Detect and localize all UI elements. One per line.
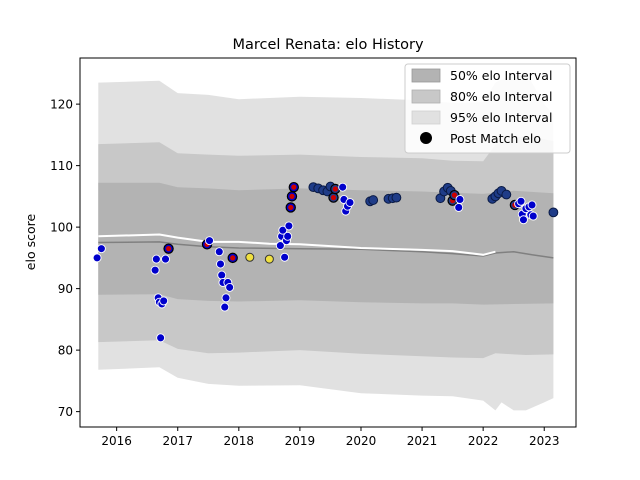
- x-tick-label: 2016: [101, 434, 132, 448]
- x-tick-label: 2018: [224, 434, 255, 448]
- post-match-point: [156, 333, 166, 343]
- post-match-point: [264, 254, 274, 264]
- post-match-point: [217, 270, 227, 280]
- post-match-point: [225, 282, 235, 292]
- post-match-point-ring: [330, 195, 337, 201]
- post-match-point: [150, 265, 160, 275]
- post-match-point: [548, 207, 559, 218]
- post-match-point: [159, 296, 169, 306]
- post-match-point: [528, 211, 538, 221]
- post-match-point: [283, 231, 293, 241]
- post-match-point: [278, 225, 288, 235]
- x-tick-label: 2021: [407, 434, 438, 448]
- legend-swatch-50: [411, 68, 441, 83]
- y-tick-label: 70: [58, 405, 73, 419]
- post-match-point: [92, 253, 102, 263]
- post-match-point: [280, 252, 290, 262]
- x-tick-label: 2020: [346, 434, 377, 448]
- post-match-point: [151, 254, 161, 264]
- post-match-point: [284, 221, 294, 231]
- y-tick-label: 90: [58, 282, 73, 296]
- post-match-point: [275, 241, 285, 251]
- legend-swatch-95: [411, 110, 441, 125]
- post-match-point-ring: [230, 255, 236, 261]
- post-match-point: [455, 194, 465, 204]
- post-match-point: [221, 293, 231, 303]
- post-match-point: [161, 254, 170, 264]
- legend: 50% elo Interval 80% elo Interval 95% el…: [404, 63, 571, 154]
- legend-label-50: 50% elo Interval: [450, 68, 552, 83]
- post-match-point-ring: [451, 192, 458, 198]
- post-match-point: [368, 195, 379, 205]
- y-tick-label: 120: [50, 98, 73, 112]
- legend-swatch-80: [411, 89, 441, 104]
- post-match-point: [527, 200, 537, 210]
- post-match-point: [519, 215, 528, 225]
- x-tick-label: 2017: [162, 434, 193, 448]
- band50-area: [98, 182, 554, 305]
- mean-line: [98, 241, 554, 259]
- axes-frame: [79, 57, 577, 428]
- post-match-point: [454, 202, 464, 212]
- legend-box: [404, 63, 571, 154]
- post-match-point: [345, 198, 355, 207]
- post-match-point: [501, 189, 512, 200]
- post-match-point: [245, 252, 255, 262]
- post-match-points: [92, 181, 559, 343]
- post-match-point: [391, 192, 402, 203]
- y-tick-label: 100: [50, 221, 73, 235]
- post-match-point: [205, 236, 214, 246]
- post-match-point: [220, 302, 230, 312]
- post-match-point-ring: [165, 246, 172, 252]
- legend-marker-post-match: [420, 132, 432, 144]
- post-match-point: [96, 244, 106, 254]
- legend-label-80: 80% elo Interval: [450, 89, 552, 104]
- post-match-point: [214, 247, 224, 257]
- post-match-point: [216, 259, 225, 269]
- post-match-point-ring: [289, 193, 295, 199]
- plot-area: [92, 72, 559, 411]
- post-match-point-ring: [288, 204, 294, 211]
- x-tick-label: 2019: [285, 434, 316, 448]
- y-tick-label: 80: [58, 344, 73, 358]
- post-match-point-ring: [332, 186, 338, 192]
- x-axis-ticks: 2016 2017 2018 2019 2020 2021 2022 2023: [101, 427, 560, 448]
- post-match-point: [338, 182, 348, 192]
- chart-title: Marcel Renata: elo History: [232, 37, 423, 53]
- x-tick-label: 2022: [468, 434, 499, 448]
- y-axis-ticks: 70 80 90 100 110 120: [50, 98, 80, 419]
- post-match-point: [516, 196, 526, 206]
- x-tick-label: 2023: [529, 434, 560, 448]
- y-tick-label: 110: [50, 159, 73, 173]
- post-match-point-ring: [291, 184, 297, 190]
- legend-label-post-match: Post Match elo: [450, 131, 541, 146]
- legend-label-95: 95% elo Interval: [450, 110, 552, 125]
- y-axis-label: elo score: [23, 214, 38, 271]
